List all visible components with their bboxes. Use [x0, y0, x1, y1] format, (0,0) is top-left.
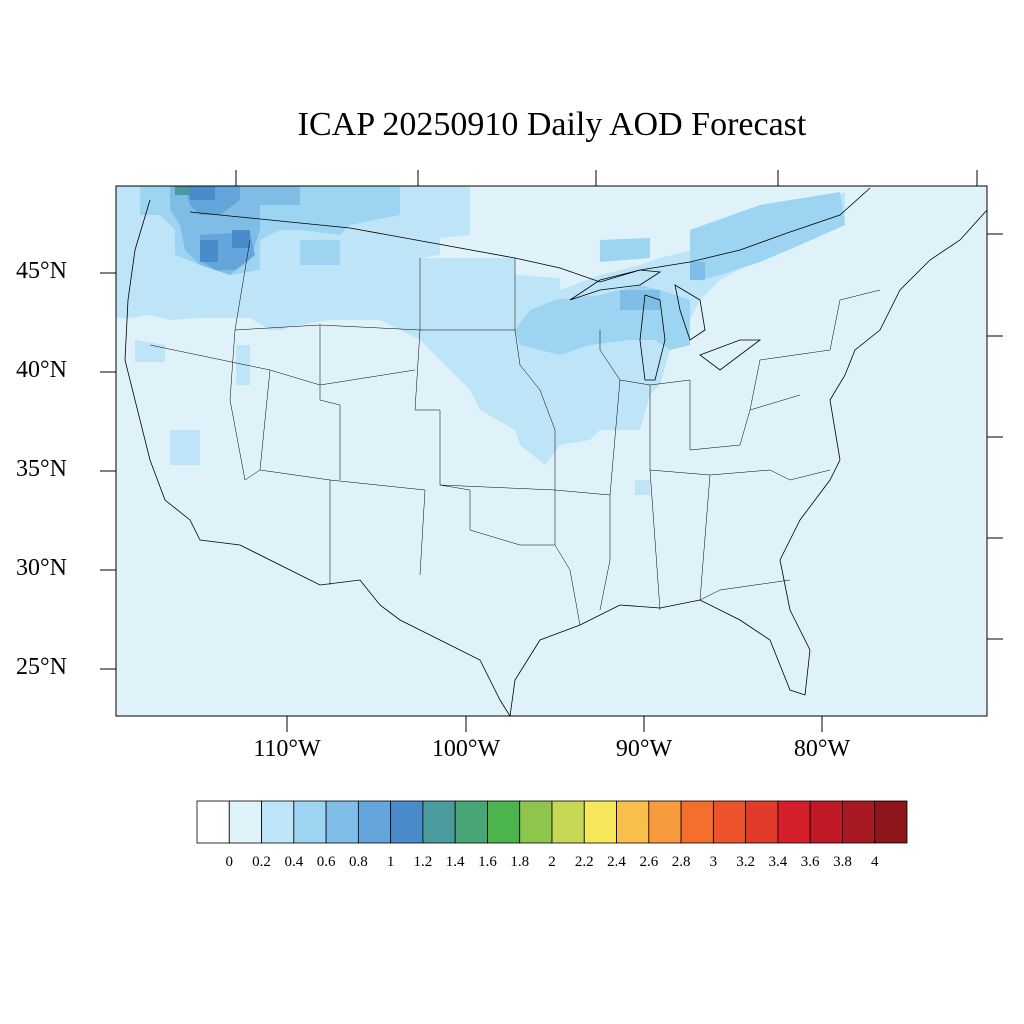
colorbar-swatch — [228, 800, 262, 844]
lat-label-30: 30°N — [16, 555, 67, 581]
colorbar-swatch — [357, 800, 392, 844]
aod-plume-arkansas — [635, 480, 650, 495]
colorbar-swatch — [196, 800, 230, 844]
colorbar-tick-label: 2.6 — [639, 854, 659, 870]
colorbar-swatch — [519, 800, 553, 844]
colorbar-tick-label: 1.8 — [510, 854, 530, 870]
colorbar-swatch — [745, 800, 779, 844]
colorbar-tick-label: 3.6 — [800, 854, 820, 870]
colorbar-swatch — [422, 800, 456, 844]
colorbar-tick-label: 0 — [225, 854, 234, 870]
colorbar-tick-label: 3.4 — [768, 854, 788, 870]
east-coast — [829, 209, 987, 461]
colorbar-swatch — [874, 800, 908, 844]
colorbar-swatch — [583, 800, 617, 844]
state-lines — [149, 239, 881, 626]
lon-label-110: 110°W — [253, 736, 321, 762]
colorbar-swatch — [680, 800, 714, 844]
aod-plume-michigan — [620, 290, 660, 310]
lon-label-90: 90°W — [615, 736, 673, 762]
aod-plume-nevada — [170, 430, 200, 465]
aod-plume-canada-north — [600, 238, 650, 262]
colorbar-tick-label: 2.8 — [671, 854, 691, 870]
colorbar-swatch — [842, 800, 876, 844]
lon-label-100: 100°W — [431, 736, 501, 762]
lake-superior — [569, 269, 662, 301]
colorbar-tick-label: 1 — [386, 854, 395, 870]
lat-label-25: 25°N — [16, 654, 67, 680]
colorbar-tick-label: 1.6 — [478, 854, 497, 870]
colorbar-tick-label: 0.6 — [316, 854, 336, 870]
lake-michigan — [639, 294, 666, 381]
aod-plume-peak-3 — [200, 240, 218, 262]
colorbar-swatch — [777, 800, 811, 844]
colorbar-tick-label: 2 — [548, 854, 556, 870]
aod-plume-canada-bc — [260, 186, 300, 205]
lon-label-80: 80°W — [793, 736, 851, 762]
colorbar-swatch — [293, 800, 327, 844]
colorbar-swatch — [616, 800, 650, 844]
lake-huron — [674, 284, 706, 341]
colorbar-swatch — [390, 800, 424, 844]
colorbar-swatch — [551, 800, 585, 844]
colorbar-swatch — [712, 800, 747, 844]
colorbar — [196, 800, 908, 844]
colorbar-tick-label: 0.2 — [252, 854, 271, 870]
map-frame — [115, 185, 988, 717]
aod-plume-peak-5 — [190, 186, 215, 200]
aod-plume-peak-4 — [232, 230, 250, 248]
west-coast — [124, 199, 201, 541]
colorbar-swatch — [809, 800, 843, 844]
aod-plume-peak-6 — [175, 186, 190, 195]
colorbar-tick-label: 2.2 — [574, 854, 594, 870]
mexico-border — [199, 539, 511, 716]
aod-plume-ontario — [690, 192, 845, 280]
aod-plume-ontario-core — [690, 262, 705, 280]
colorbar-swatch — [261, 800, 295, 844]
colorbar-tick-label: 0.8 — [348, 854, 368, 870]
lake-erie — [699, 339, 762, 371]
aod-field — [116, 186, 845, 495]
lat-label-45: 45°N — [16, 258, 67, 284]
aod-plume-idaho — [270, 315, 285, 330]
colorbar-swatch — [487, 800, 521, 844]
colorbar-swatch — [325, 800, 359, 844]
axis-ticks — [100, 170, 1003, 732]
colorbar-tick-label: 1.4 — [445, 854, 465, 870]
colorbar-tick-label: 2.4 — [607, 854, 626, 870]
aod-plume-utah — [236, 345, 250, 385]
colorbar-swatch — [648, 800, 682, 844]
colorbar-tick-label: 3.8 — [833, 854, 852, 870]
coastline-and-borders — [124, 187, 987, 716]
colorbar-tick-label: 3.2 — [736, 854, 755, 870]
aod-plume-oregon — [135, 340, 165, 362]
colorbar-tick-label: 0.4 — [284, 854, 304, 870]
map-title: ICAP 20250910 Daily AOD Forecast — [297, 106, 807, 143]
lat-label-35: 35°N — [16, 456, 67, 482]
colorbar-swatch — [454, 800, 488, 844]
colorbar-tick-label: 1.2 — [413, 854, 433, 870]
colorbar-tick-label: 4 — [870, 854, 879, 870]
aod-plume-dakotas — [300, 240, 340, 265]
colorbar-tick-label: 3 — [709, 854, 718, 870]
lat-label-40: 40°N — [16, 357, 67, 383]
gulf-coast — [509, 459, 841, 716]
